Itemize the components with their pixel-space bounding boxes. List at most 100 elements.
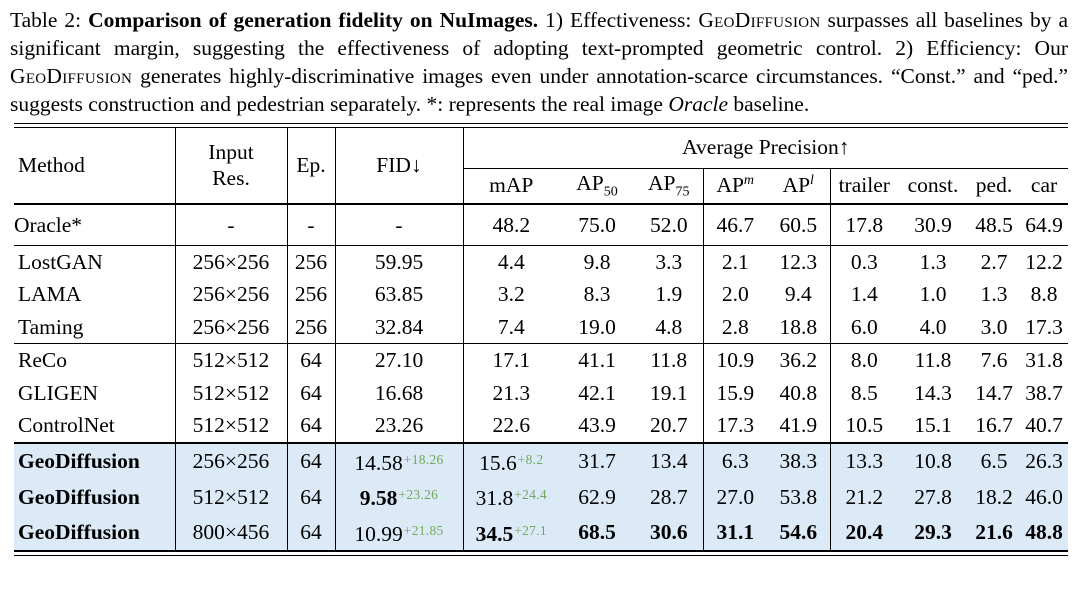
ap-subheader-row: mAP AP50 AP75 APm APl trailer const. ped. car [14,168,1068,204]
cell-map: 7.4 [462,310,559,344]
cell-trailer: 6.0 [829,310,898,344]
metric-value: 46.7 [716,212,755,237]
metric-value: 1.3 [980,282,1008,306]
cell-ap75: 4.8 [635,311,703,344]
metric-value: 54.6 [779,520,818,544]
cell-fid: - [334,203,463,245]
metric-value: 31.7 [578,449,616,473]
cell-input-res: 512×512 [174,479,287,515]
cell-ped: 6.5 [968,442,1020,479]
metric-value: 13.4 [649,449,688,473]
cell-map: 4.4 [462,245,559,278]
cell-epochs: 64 [286,479,335,515]
cell-map: 34.5+27.1 [462,514,559,551]
cell-map: 3.2 [462,278,559,311]
caption-segment: Table 2: [10,8,89,32]
metric-value: 20.4 [845,520,884,544]
col-header-epochs: Ep. [286,127,335,204]
cell-apl: 18.8 [767,311,830,344]
cell-epochs: - [286,203,335,245]
cell-ap75: 13.4 [635,442,703,479]
table-row: GeoDiffusion 800×456 64 10.99+21.85 34.5+27.… [14,514,1069,551]
metric-value: 8.0 [850,348,878,372]
improvement-gain: +18.26 [403,451,444,467]
metric-value: 6.3 [721,449,749,473]
col-header-ap50: AP50 [576,170,618,200]
cell-fid: 10.99+21.85 [334,514,463,551]
cell-car: 26.3 [1020,442,1069,479]
metric-value: 4.4 [497,249,525,274]
cell-epochs: 256 [286,310,335,344]
cell-map: 31.8+24.4 [462,479,559,515]
cell-apm: 31.1 [702,514,767,551]
table-row: ReCo 512×512 64 27.10 17.1 41.1 11.8 10.9 36.2 8.… [14,343,1068,377]
cell-trailer: 17.8 [829,203,898,245]
table-header: Method Input Res. Ep. FID↓ Average Preci… [14,127,1069,204]
cell-input-res: 256×256 [174,442,287,479]
caption-segment: Comparison of generation fidelity on NuI… [88,8,539,32]
cell-car: 31.8 [1020,344,1068,377]
metric-value: 14.3 [914,380,952,405]
table-row: LAMA 256×256 256 63.85 3.2 8.3 1.9 2.0 9.4 1.4 1.0… [14,278,1068,311]
metric-value: 7.6 [980,348,1008,372]
cell-epochs: 256 [286,278,335,311]
metric-value: 21.6 [975,520,1013,544]
col-header-method: Method [18,152,85,177]
caption-segment: generates highly-discriminative images e… [10,64,1068,116]
metric-value: 21.2 [845,484,884,509]
metric-value: 19.1 [649,380,688,405]
metric-value: 1.0 [919,282,947,306]
metric-value: 3.3 [655,249,683,274]
cell-input-res: 800×456 [174,514,287,551]
metric-value: 8.8 [1030,282,1058,306]
caption-segment: baseline. [728,92,810,116]
metric-value: 27.8 [914,484,952,509]
col-header-car: car [1030,173,1058,197]
cell-ap75: 11.8 [635,344,703,377]
metric-value: 17.1 [492,348,531,372]
cell-apm: 27.0 [702,479,767,515]
cell-apm: 46.7 [702,203,767,245]
section-diffusion-baselines: ReCo 512×512 64 27.10 17.1 41.1 11.8 10.9 36.2 8.… [14,343,1069,443]
metric-value: 17.8 [845,212,884,237]
metric-value: 10.9 [716,348,755,372]
cell-method: LAMA [18,282,82,306]
cell-const: 29.3 [898,514,968,551]
metric-value: 68.5 [578,520,616,544]
cell-trailer: 10.5 [829,409,898,443]
metric-value: 38.7 [1025,380,1063,405]
cell-fid: 14.58+18.26 [334,442,463,479]
cell-epochs: 64 [286,343,335,377]
cell-method: ControlNet [18,413,115,437]
metric-value: 41.9 [779,413,818,437]
cell-trailer: 8.5 [829,376,898,409]
cell-fid: 16.68 [334,376,463,409]
cell-ap50: 41.1 [559,344,635,377]
metric-value: 16.68 [374,380,424,405]
cell-apm: 2.1 [702,245,767,278]
cell-car: 48.8 [1020,514,1069,551]
cell-const: 11.8 [898,344,968,377]
metric-value: 4.0 [919,314,947,339]
cell-ped: 2.7 [968,245,1020,278]
cell-ap50: 42.1 [559,377,635,410]
cell-ap50: 62.9 [559,479,635,515]
cell-trailer: 1.4 [829,278,898,311]
metric-value: 16.7 [975,413,1013,437]
cell-car: 8.8 [1020,278,1068,311]
cell-ap50: 43.9 [559,409,635,443]
metric-value: 30.9 [914,212,952,237]
cell-apl: 38.3 [767,442,830,479]
cell-ped: 18.2 [968,479,1020,515]
metric-value: 41.1 [578,348,616,372]
metric-value: 27.10 [374,348,424,372]
cell-car: 38.7 [1020,377,1068,410]
caption-segment: GeoDiffusion [698,8,821,32]
metric-value: 48.5 [975,212,1013,237]
metric-value: 48.8 [1025,520,1063,544]
metric-value: 8.5 [850,380,878,405]
cell-ap75: 1.9 [635,278,703,311]
cell-ap50: 68.5 [559,514,635,551]
cell-ap50: 19.0 [559,311,635,344]
cell-map: 22.6 [462,409,559,443]
